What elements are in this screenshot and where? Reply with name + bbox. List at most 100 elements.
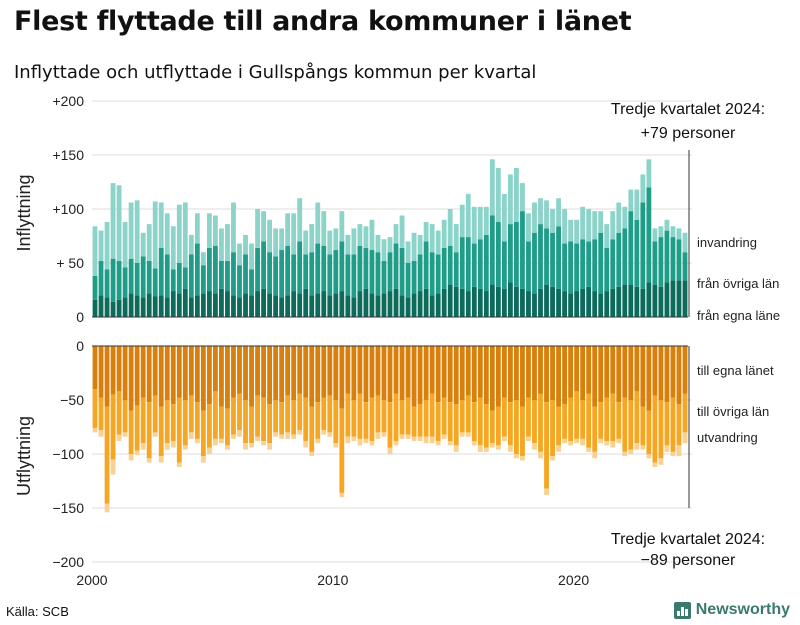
- bar-in: [170, 226, 176, 270]
- bar-in: [200, 265, 206, 294]
- bar-in: [501, 193, 507, 242]
- bar-out: [598, 438, 604, 444]
- bar-out: [664, 445, 670, 452]
- bar-in: [532, 293, 537, 317]
- bar-out: [429, 393, 435, 437]
- bar-in: [345, 234, 351, 255]
- bar-out: [285, 432, 291, 439]
- bar-out: [116, 391, 122, 435]
- bar-in: [213, 215, 218, 246]
- bar-in: [501, 241, 507, 289]
- bar-out: [170, 441, 176, 448]
- bar-out: [441, 397, 447, 435]
- bar-out: [453, 445, 459, 452]
- bar-out: [110, 346, 116, 395]
- bar-in: [182, 288, 188, 317]
- bar-in: [225, 291, 230, 317]
- y-tick-label: 0: [76, 309, 84, 325]
- bar-out: [538, 346, 543, 394]
- bar-out: [477, 445, 483, 452]
- bar-in: [164, 213, 170, 255]
- bar-out: [670, 451, 676, 457]
- bar-out: [200, 410, 206, 457]
- bar-out: [538, 393, 543, 452]
- bar-out: [435, 346, 441, 403]
- bar-in: [387, 291, 393, 317]
- bar-out: [580, 400, 586, 439]
- bar-in: [568, 219, 574, 242]
- bar-in: [435, 230, 441, 255]
- bar-in: [514, 286, 519, 317]
- bar-out: [514, 454, 519, 459]
- bar-in: [170, 269, 176, 292]
- bar-in: [447, 209, 453, 246]
- bar-out: [315, 402, 321, 439]
- bar-in: [658, 226, 664, 238]
- bar-out: [489, 410, 495, 444]
- bar-in: [243, 254, 248, 294]
- bar-in: [146, 224, 152, 261]
- bar-out: [622, 397, 628, 452]
- bar-in: [146, 293, 152, 317]
- bar-in: [122, 267, 128, 298]
- bar-in: [375, 295, 381, 317]
- bar-out: [291, 400, 297, 435]
- bar-in: [417, 254, 423, 292]
- bar-in: [152, 296, 158, 317]
- bar-out: [495, 445, 501, 450]
- bar-in: [231, 295, 236, 317]
- bar-out: [520, 406, 525, 457]
- bar-out: [447, 402, 453, 442]
- bar-out: [164, 400, 170, 444]
- bar-in: [116, 260, 122, 300]
- bar-in: [393, 288, 399, 317]
- bar-out: [219, 406, 224, 439]
- bar-in: [273, 295, 279, 317]
- bar-out: [393, 441, 399, 446]
- bar-out: [98, 430, 104, 437]
- bar-out: [640, 346, 646, 407]
- bar-in: [616, 286, 622, 317]
- bar-in: [333, 250, 339, 294]
- bar-out: [526, 397, 531, 437]
- bar-in: [231, 252, 236, 296]
- bar-out: [369, 397, 375, 442]
- bar-out: [134, 450, 140, 456]
- bar-out: [152, 346, 158, 396]
- bar-out: [170, 404, 176, 442]
- bar-in: [574, 291, 580, 317]
- bar-in: [423, 241, 429, 289]
- bar-out: [562, 404, 567, 439]
- bar-in: [351, 228, 357, 255]
- series-label: till egna länet: [697, 363, 774, 378]
- y-tick-label: −100: [52, 446, 84, 462]
- bar-out: [345, 436, 351, 444]
- bar-in: [303, 288, 309, 317]
- bar-out: [423, 400, 429, 437]
- bar-in: [116, 299, 122, 317]
- bar-in: [682, 252, 688, 281]
- bar-in: [507, 282, 513, 317]
- bar-out: [393, 346, 399, 394]
- x-tick-label: 2020: [558, 572, 589, 588]
- bar-out: [622, 451, 628, 457]
- y-tick-label: + 50: [56, 255, 84, 271]
- bar-in: [122, 297, 128, 317]
- bar-out: [104, 406, 110, 504]
- y-axis-title: Utflyttning: [14, 416, 34, 496]
- bar-in: [652, 241, 658, 285]
- annotation-text: Tredje kvartalet 2024:: [611, 531, 765, 548]
- bar-out: [526, 436, 531, 442]
- bar-out: [507, 346, 513, 403]
- bar-out: [134, 346, 140, 406]
- bar-out: [339, 346, 345, 409]
- bar-in: [267, 219, 273, 253]
- bar-in: [146, 260, 152, 294]
- bar-out: [128, 410, 134, 454]
- bar-out: [556, 346, 561, 407]
- bar-in: [92, 299, 98, 317]
- bar-out: [658, 458, 664, 465]
- bar-out: [363, 346, 369, 403]
- bar-out: [634, 391, 640, 444]
